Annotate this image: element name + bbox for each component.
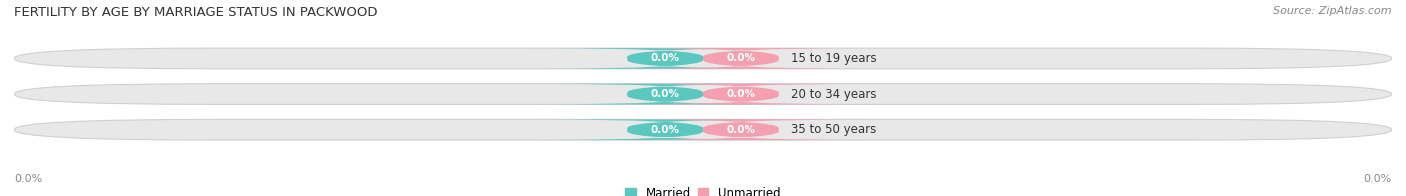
Text: 0.0%: 0.0% — [727, 89, 755, 99]
FancyBboxPatch shape — [609, 48, 873, 69]
Text: 0.0%: 0.0% — [651, 54, 679, 64]
FancyBboxPatch shape — [14, 119, 1392, 140]
FancyBboxPatch shape — [533, 119, 797, 140]
Text: Source: ZipAtlas.com: Source: ZipAtlas.com — [1274, 6, 1392, 16]
Text: 0.0%: 0.0% — [651, 89, 679, 99]
FancyBboxPatch shape — [533, 48, 797, 69]
Text: 20 to 34 years: 20 to 34 years — [792, 88, 877, 101]
FancyBboxPatch shape — [609, 119, 873, 140]
Text: 35 to 50 years: 35 to 50 years — [792, 123, 876, 136]
Legend: Married, Unmarried: Married, Unmarried — [626, 187, 780, 196]
Text: 0.0%: 0.0% — [727, 54, 755, 64]
Text: 15 to 19 years: 15 to 19 years — [792, 52, 877, 65]
Text: 0.0%: 0.0% — [1364, 174, 1392, 184]
Text: 0.0%: 0.0% — [651, 125, 679, 135]
Text: 0.0%: 0.0% — [14, 174, 42, 184]
FancyBboxPatch shape — [609, 84, 873, 104]
Text: FERTILITY BY AGE BY MARRIAGE STATUS IN PACKWOOD: FERTILITY BY AGE BY MARRIAGE STATUS IN P… — [14, 6, 378, 19]
FancyBboxPatch shape — [533, 84, 797, 104]
FancyBboxPatch shape — [14, 48, 1392, 69]
Text: 0.0%: 0.0% — [727, 125, 755, 135]
FancyBboxPatch shape — [14, 84, 1392, 104]
